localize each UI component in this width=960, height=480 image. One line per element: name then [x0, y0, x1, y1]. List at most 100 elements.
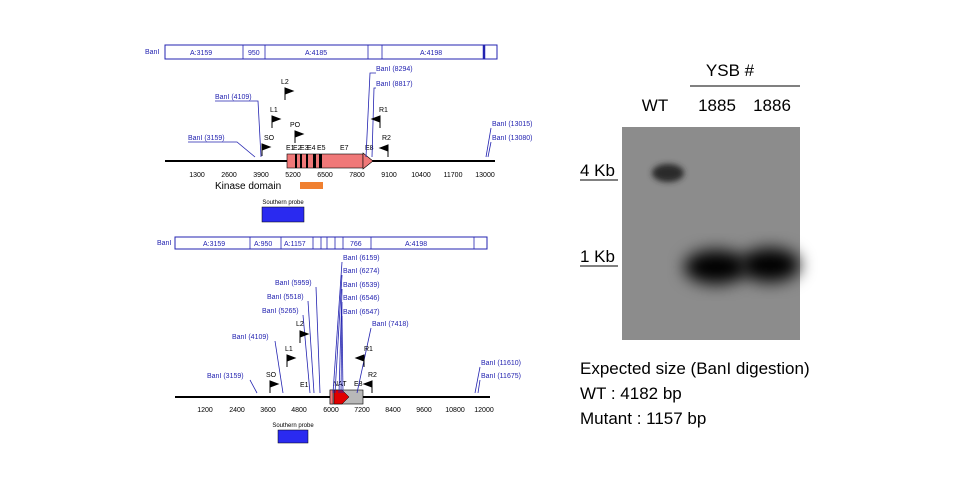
- primer-label: L1: [285, 346, 293, 353]
- site-label: BanI (5959): [275, 280, 312, 287]
- site-label: BanI (6547): [343, 309, 380, 316]
- site-label: BanI (6539): [343, 282, 380, 289]
- probe-label: Southern probe: [262, 200, 304, 206]
- ruler-label: 5200: [285, 172, 301, 179]
- primer-label: R1: [364, 346, 373, 353]
- site-label: BanI (5265): [262, 308, 299, 315]
- probe-box: [261, 206, 305, 223]
- header-bar: [174, 236, 488, 250]
- primer-label: R2: [368, 372, 377, 379]
- header-dividers: [249, 237, 475, 249]
- primer-flags: [261, 87, 389, 157]
- header-segment: 766: [350, 241, 362, 248]
- primer-label: NAT: [333, 381, 347, 388]
- ruler-label: 9600: [416, 407, 432, 414]
- site-label: BanI (3159): [188, 135, 225, 142]
- lane-label: 1885: [698, 96, 736, 115]
- primer-label: L2: [281, 79, 289, 86]
- introns: [295, 154, 322, 168]
- site-label: BanI (6274): [343, 268, 380, 275]
- ruler-label: 9100: [381, 172, 397, 179]
- site-lines: [188, 72, 492, 158]
- site-label: BanI (5518): [267, 294, 304, 301]
- primer-label: R2: [382, 135, 391, 142]
- caption-line: WT : 4182 bp: [580, 384, 682, 403]
- header-segment: 950: [248, 50, 260, 57]
- ruler-label: 10800: [445, 407, 465, 414]
- ruler: 1300 2600 3900 5200 6500 7800 9100 10400…: [189, 172, 495, 179]
- primer-label: SO: [264, 135, 275, 142]
- ruler-label: 11700: [444, 172, 463, 179]
- exon-label: E4: [307, 145, 316, 152]
- southern-blot: YSB # WT 1885 1886 4 Kb 1 Kb Expected si…: [580, 61, 810, 428]
- site-label: BanI (13080): [492, 135, 532, 142]
- ruler-label: 4800: [291, 407, 307, 414]
- primer-label: PO: [290, 122, 301, 129]
- ruler-label: 2600: [221, 172, 237, 179]
- ruler-label: 3600: [260, 407, 276, 414]
- ruler-label: 13000: [475, 172, 495, 179]
- ruler-label: 1300: [189, 172, 205, 179]
- caption-line: Expected size (BanI digestion): [580, 359, 810, 378]
- primer-flags: [269, 330, 373, 393]
- primer-label: L2: [296, 321, 304, 328]
- site-label: BanI (6159): [343, 255, 380, 262]
- ruler: 1200 2400 3600 4800 6000 7200 8400 9600 …: [197, 407, 494, 414]
- gene-box: [286, 153, 364, 169]
- primer-label: SO: [266, 372, 277, 379]
- site-label: BanI (6546): [343, 295, 380, 302]
- top-map: BanI A:3159 950 A:4185 A:4198 E1 E2 E3 E…: [145, 44, 532, 223]
- exon-label: E5: [317, 145, 326, 152]
- lane-label: 1886: [753, 96, 791, 115]
- header-segment: A:3159: [190, 50, 212, 57]
- header-segment: A:1157: [284, 241, 306, 248]
- band: [652, 164, 684, 182]
- exon-label: E7: [340, 145, 349, 152]
- header-label: BanI: [157, 240, 171, 247]
- header-segment: A:950: [254, 241, 272, 248]
- primer-label: E8: [354, 381, 363, 388]
- ruler-label: 12000: [474, 407, 494, 414]
- probe-box: [277, 429, 309, 444]
- ruler-label: 7800: [349, 172, 365, 179]
- site-label: BanI (4109): [215, 94, 252, 101]
- primer-label: L1: [270, 107, 278, 114]
- header-segment: A:4198: [420, 50, 442, 57]
- exon-label: E2: [293, 145, 302, 152]
- header-label: BanI: [145, 49, 159, 56]
- probe-label: Southern probe: [272, 423, 314, 429]
- site-label: BanI (4109): [232, 334, 269, 341]
- header-segment: A:4198: [405, 241, 427, 248]
- site-label: BanI (8294): [376, 66, 413, 73]
- gene-arrow: [362, 152, 374, 170]
- marker-label: 4 Kb: [580, 161, 615, 180]
- header-segment: A:3159: [203, 241, 225, 248]
- lane-label: WT: [642, 96, 668, 115]
- ruler-label: 1200: [197, 407, 213, 414]
- band: [740, 248, 800, 282]
- group-label: YSB #: [706, 61, 755, 80]
- ruler-label: 3900: [253, 172, 269, 179]
- site-label: BanI (7418): [372, 321, 409, 328]
- domain-bar: [300, 182, 323, 189]
- header-segment: A:4185: [305, 50, 327, 57]
- band: [684, 250, 748, 284]
- site-label: BanI (11610): [481, 360, 521, 367]
- caption-line: Mutant : 1157 bp: [580, 409, 706, 428]
- primer-label: R1: [379, 107, 388, 114]
- exon-label: E8: [365, 145, 374, 152]
- marker-label: 1 Kb: [580, 247, 615, 266]
- ruler-label: 8400: [385, 407, 401, 414]
- ruler-label: 6500: [317, 172, 333, 179]
- ruler-label: 7200: [354, 407, 370, 414]
- ruler-label: 6000: [323, 407, 339, 414]
- domain-label: Kinase domain: [215, 181, 281, 192]
- site-label: BanI (3159): [207, 373, 244, 380]
- primer-label: E1: [300, 382, 309, 389]
- exon: [329, 389, 334, 405]
- header-dividers: [242, 45, 486, 59]
- site-label: BanI (13015): [492, 121, 532, 128]
- exon-label: E3: [300, 145, 309, 152]
- exon-label: E1: [286, 145, 295, 152]
